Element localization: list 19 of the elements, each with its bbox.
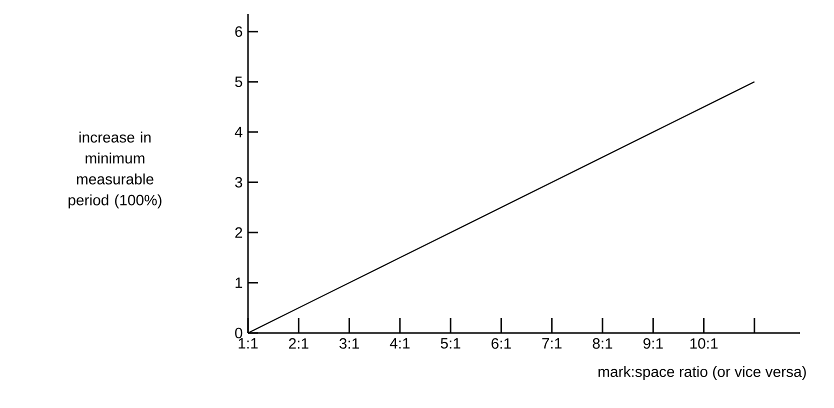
y-tick-label: 5 — [235, 76, 242, 88]
y-tick-label: 2 — [235, 227, 242, 238]
x-tick-label: 6:1 — [492, 338, 511, 349]
x-tick-label: 2:1 — [289, 338, 308, 349]
y-tick-label: 6 — [235, 26, 242, 37]
x-tick-label: 10:1 — [690, 338, 718, 349]
x-tick-label: 7:1 — [542, 338, 562, 348]
y-tick-label: 3 — [235, 176, 242, 188]
x-tick-label: 9:1 — [643, 338, 663, 349]
y-axis-title: increase in minimum measurable period (100%) — [68, 132, 162, 208]
x-tick-label: 4:1 — [390, 338, 410, 348]
x-axis-title: mark:space ratio (or vice versa) — [598, 366, 806, 380]
x-tick-label: 1:1 — [238, 338, 258, 348]
x-tick-label: 3:1 — [339, 338, 359, 349]
y-tick-label: 4 — [234, 126, 242, 138]
x-tick-label: 5:1 — [440, 338, 460, 349]
y-tick-label: 1 — [236, 278, 242, 288]
x-tick-label: 8:1 — [592, 338, 612, 349]
y-tick-label: 0 — [235, 328, 242, 338]
